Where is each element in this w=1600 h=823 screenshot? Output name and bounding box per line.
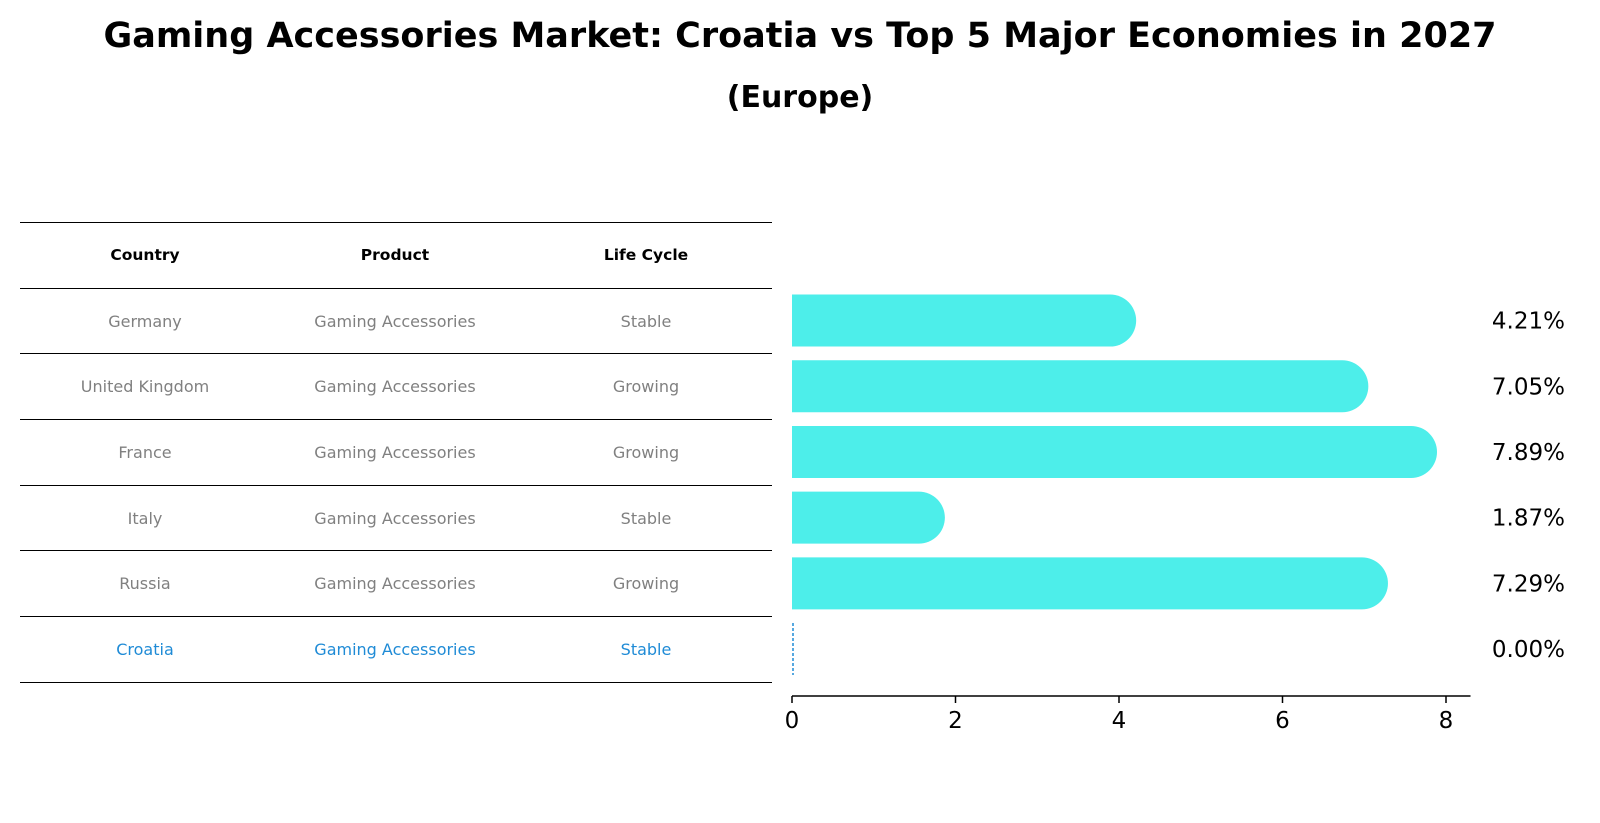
life-cycle-cell: Stable bbox=[620, 508, 672, 528]
bar bbox=[792, 294, 1137, 347]
product-cell: Gaming Accessories bbox=[314, 508, 476, 528]
comparison-table: Country Product Life Cycle Germany Gamin… bbox=[20, 222, 772, 683]
country-cell: Italy bbox=[127, 508, 163, 528]
chart-subtitle: (Europe) bbox=[726, 80, 874, 115]
life-cycle-cell: Stable bbox=[620, 311, 672, 331]
x-tick-label: 0 bbox=[785, 708, 800, 734]
x-tick-label: 8 bbox=[1439, 708, 1454, 734]
table-header-row: Country Product Life Cycle bbox=[20, 223, 772, 289]
bar bbox=[792, 360, 1369, 413]
column-header-country: Country bbox=[110, 246, 180, 265]
table-row: United Kingdom Gaming Accessories Growin… bbox=[20, 354, 772, 421]
bar bbox=[792, 425, 1438, 478]
data-label: 7.29% bbox=[1492, 571, 1565, 597]
product-cell: Gaming Accessories bbox=[314, 639, 476, 659]
x-tick-label: 6 bbox=[1275, 708, 1290, 734]
country-cell: United Kingdom bbox=[80, 377, 210, 397]
product-cell: Gaming Accessories bbox=[314, 442, 476, 462]
data-label: 7.89% bbox=[1492, 440, 1565, 466]
x-tick-label: 2 bbox=[948, 708, 963, 734]
data-label: 0.00% bbox=[1492, 637, 1565, 663]
product-cell: Gaming Accessories bbox=[314, 377, 476, 397]
table-row: Italy Gaming Accessories Stable bbox=[20, 486, 772, 552]
life-cycle-cell: Growing bbox=[612, 442, 680, 462]
data-label: 4.21% bbox=[1492, 309, 1565, 335]
column-header-product: Product bbox=[360, 246, 430, 265]
table-row: Germany Gaming Accessories Stable bbox=[20, 289, 772, 355]
bar bbox=[792, 557, 1388, 610]
table-row: Russia Gaming Accessories Growing bbox=[20, 551, 772, 618]
country-cell: Germany bbox=[108, 311, 182, 331]
bar bbox=[792, 491, 945, 544]
data-label: 1.87% bbox=[1492, 506, 1565, 532]
chart-title: Gaming Accessories Market: Croatia vs To… bbox=[103, 16, 1497, 56]
country-cell: France bbox=[118, 442, 172, 462]
life-cycle-cell: Growing bbox=[612, 574, 680, 594]
x-tick-label: 4 bbox=[1112, 708, 1127, 734]
life-cycle-cell: Growing bbox=[612, 377, 680, 397]
country-cell: Croatia bbox=[116, 639, 174, 659]
data-label: 7.05% bbox=[1492, 374, 1565, 400]
country-cell: Russia bbox=[119, 574, 171, 594]
life-cycle-cell: Stable bbox=[620, 639, 672, 659]
product-cell: Gaming Accessories bbox=[314, 574, 476, 594]
product-cell: Gaming Accessories bbox=[314, 311, 476, 331]
column-header-life-cycle: Life Cycle bbox=[603, 246, 689, 265]
table-row: France Gaming Accessories Growing bbox=[20, 420, 772, 486]
table-row-highlighted: Croatia Gaming Accessories Stable bbox=[20, 617, 772, 683]
